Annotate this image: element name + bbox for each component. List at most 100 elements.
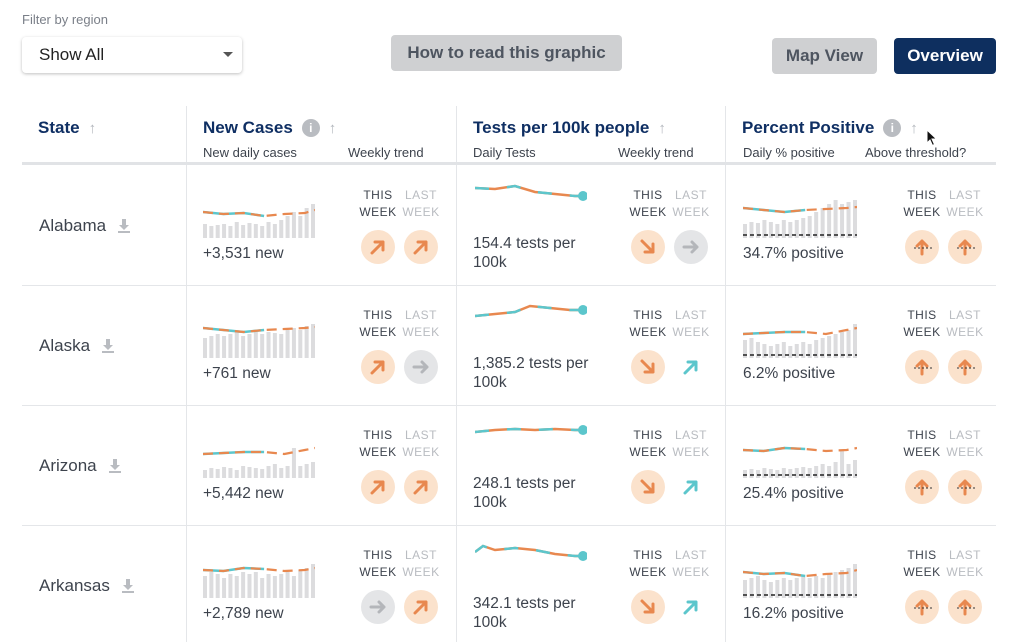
spark-bar bbox=[279, 220, 284, 238]
threshold-up-arrow-icon[interactable] bbox=[905, 470, 939, 504]
spark-bar bbox=[807, 344, 812, 358]
arrow-up-right-icon[interactable] bbox=[404, 230, 438, 264]
header-state-label: State bbox=[38, 118, 80, 137]
header-tests-title[interactable]: Tests per 100k people ↑ bbox=[473, 118, 666, 138]
spark-bar bbox=[291, 448, 296, 478]
arrow-down-right-icon[interactable] bbox=[631, 470, 665, 504]
state-name[interactable]: Alabama bbox=[39, 216, 131, 236]
region-select-value: Show All bbox=[39, 45, 105, 64]
spark-bar bbox=[215, 574, 220, 598]
arrow-up-right-icon[interactable] bbox=[361, 470, 395, 504]
new-cases-sparkline bbox=[202, 564, 316, 598]
header-state-title[interactable]: State ↑ bbox=[38, 118, 96, 138]
arrow-up-right-icon[interactable] bbox=[674, 470, 708, 504]
new-cases-chart bbox=[202, 432, 316, 483]
arrow-down-right-icon[interactable] bbox=[631, 350, 665, 384]
filter-label: Filter by region bbox=[22, 12, 108, 27]
spark-bar bbox=[775, 344, 780, 358]
arrow-right-icon[interactable] bbox=[361, 590, 395, 624]
last-week-label: LAST WEEK bbox=[402, 548, 440, 579]
spark-bar bbox=[768, 582, 773, 598]
percent-value: 34.7% positive bbox=[743, 245, 844, 262]
download-icon[interactable] bbox=[121, 579, 134, 593]
column-divider bbox=[456, 106, 457, 642]
state-label: Alaska bbox=[39, 336, 91, 355]
sort-up-icon[interactable]: ↑ bbox=[328, 119, 337, 137]
spark-bar bbox=[203, 576, 207, 598]
spark-bar bbox=[788, 346, 793, 358]
arrow-up-right-icon[interactable] bbox=[404, 470, 438, 504]
download-icon[interactable] bbox=[102, 339, 115, 353]
spark-bar bbox=[788, 222, 793, 238]
spark-bar bbox=[807, 468, 812, 478]
arrow-up-right-icon[interactable] bbox=[404, 590, 438, 624]
table-row: Arizona +5,442 new THIS WEEK LAST WEEK 248.1 t… bbox=[22, 406, 996, 526]
spark-bar bbox=[311, 204, 315, 238]
arrow-right-icon[interactable] bbox=[404, 350, 438, 384]
threshold-up-arrow-icon[interactable] bbox=[948, 230, 982, 264]
arrow-up-right-icon[interactable] bbox=[674, 590, 708, 624]
arrow-up-right-icon[interactable] bbox=[361, 230, 395, 264]
arrow-right-icon[interactable] bbox=[674, 230, 708, 264]
spark-bar bbox=[247, 574, 252, 598]
spark-bar bbox=[311, 324, 315, 358]
spark-bar bbox=[814, 340, 819, 358]
arrow-down-right-icon[interactable] bbox=[631, 590, 665, 624]
info-icon[interactable]: i bbox=[301, 119, 320, 137]
threshold-up-arrow-icon[interactable] bbox=[948, 350, 982, 384]
header-state[interactable]: State ↑ bbox=[22, 106, 186, 162]
header-tests-sub1: Daily Tests bbox=[473, 145, 536, 160]
how-to-read-button[interactable]: How to read this graphic bbox=[391, 35, 622, 71]
download-icon[interactable] bbox=[108, 459, 121, 473]
state-name[interactable]: Arizona bbox=[39, 456, 121, 476]
this-week-label: THIS WEEK bbox=[903, 308, 941, 339]
state-name[interactable]: Alaska bbox=[39, 336, 115, 356]
last-week-label: LAST WEEK bbox=[672, 188, 710, 219]
overview-button[interactable]: Overview bbox=[894, 38, 996, 74]
last-week-label: LAST WEEK bbox=[946, 188, 984, 219]
header-percent-title[interactable]: Percent Positive i ↑ bbox=[742, 118, 918, 138]
last-week-label: LAST WEEK bbox=[672, 548, 710, 579]
region-select[interactable]: Show All bbox=[22, 37, 242, 73]
spark-bar bbox=[762, 344, 767, 358]
last-week-label: LAST WEEK bbox=[672, 428, 710, 459]
download-icon[interactable] bbox=[118, 219, 131, 233]
spark-bar bbox=[266, 574, 271, 598]
header-new-cases-title[interactable]: New Cases i ↑ bbox=[203, 118, 336, 138]
arrow-up-right-icon[interactable] bbox=[361, 350, 395, 384]
sort-up-icon[interactable]: ↑ bbox=[88, 119, 97, 137]
spark-line bbox=[202, 446, 316, 456]
header-new-cases: New Cases i ↑ New daily cases Weekly tre… bbox=[187, 106, 456, 162]
arrow-down-right-icon[interactable] bbox=[631, 230, 665, 264]
tests-sparkline bbox=[474, 184, 588, 201]
threshold-up-arrow-icon[interactable] bbox=[948, 470, 982, 504]
state-name[interactable]: Arkansas bbox=[39, 576, 134, 596]
spark-bar bbox=[215, 334, 220, 358]
spark-bar bbox=[846, 202, 851, 238]
threshold-up-arrow-icon[interactable] bbox=[948, 590, 982, 624]
sort-up-icon[interactable]: ↑ bbox=[658, 119, 666, 137]
sort-up-icon[interactable]: ↑ bbox=[910, 119, 918, 137]
spark-bar bbox=[247, 467, 252, 478]
spark-bar bbox=[755, 470, 760, 478]
spark-bar bbox=[215, 469, 220, 478]
this-week-label: THIS WEEK bbox=[629, 188, 667, 219]
spark-bar bbox=[768, 222, 773, 238]
percent-sparkline bbox=[742, 564, 858, 598]
spark-line bbox=[474, 304, 583, 318]
percent-sparkline bbox=[742, 200, 858, 238]
arrow-up-right-icon[interactable] bbox=[674, 350, 708, 384]
spark-bar bbox=[241, 225, 246, 238]
info-icon[interactable]: i bbox=[883, 119, 902, 137]
threshold-up-arrow-icon[interactable] bbox=[905, 590, 939, 624]
spark-bar bbox=[743, 340, 747, 358]
new-cases-value: +761 new bbox=[203, 365, 271, 382]
threshold-up-arrow-icon[interactable] bbox=[905, 230, 939, 264]
map-view-button[interactable]: Map View bbox=[772, 38, 877, 74]
spark-bar bbox=[788, 580, 793, 598]
spark-bar bbox=[253, 332, 258, 358]
spark-line bbox=[474, 427, 583, 434]
spark-bar bbox=[234, 470, 239, 478]
last-week-label: LAST WEEK bbox=[946, 548, 984, 579]
threshold-up-arrow-icon[interactable] bbox=[905, 350, 939, 384]
